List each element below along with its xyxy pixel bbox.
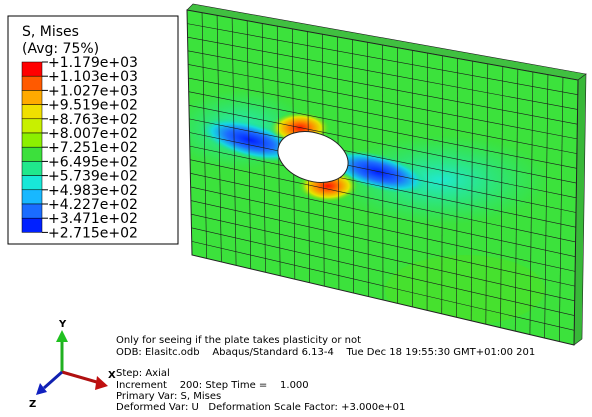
- info-line: Primary Var: S, Mises: [116, 391, 221, 402]
- axis-label: Y: [58, 319, 67, 330]
- info-line: ODB: Elasitc.odb Abaqus/Standard 6.13-4 …: [116, 347, 535, 358]
- legend-swatch: [22, 218, 42, 232]
- legend-swatch: [22, 105, 42, 119]
- info-line: Only for seeing if the plate takes plast…: [116, 335, 361, 346]
- axis-label: Z: [29, 399, 36, 410]
- legend-swatch: [22, 161, 42, 175]
- legend-swatch: [22, 204, 42, 218]
- info-line: Step: Axial: [116, 368, 170, 379]
- arrow-x: [95, 376, 108, 390]
- legend-label: +2.715e+02: [48, 225, 138, 241]
- axis-x: [62, 372, 100, 383]
- axis-label: X: [108, 370, 116, 381]
- legend-scale: +1.179e+03+1.103e+03+1.027e+03+9.519e+02…: [22, 55, 138, 241]
- legend-swatch: [22, 147, 42, 161]
- legend-swatch: [22, 176, 42, 190]
- contour: [385, 255, 545, 325]
- legend-swatch: [22, 90, 42, 104]
- triad: Y X Z: [29, 319, 116, 410]
- arrow-y: [56, 330, 68, 342]
- legend-swatch: [22, 62, 42, 76]
- info-line: Deformed Var: U Deformation Scale Factor…: [116, 402, 405, 413]
- legend-swatch: [22, 76, 42, 90]
- legend-swatch: [22, 119, 42, 133]
- legend-swatch: [22, 190, 42, 204]
- legend-title: S, Mises: [22, 24, 79, 40]
- legend-swatch: [22, 133, 42, 147]
- viewport: S, Mises (Avg: 75%) +1.179e+03+1.103e+03…: [0, 0, 592, 417]
- axis-z: [44, 372, 62, 388]
- info-line: Increment 200: Step Time = 1.000: [116, 380, 309, 391]
